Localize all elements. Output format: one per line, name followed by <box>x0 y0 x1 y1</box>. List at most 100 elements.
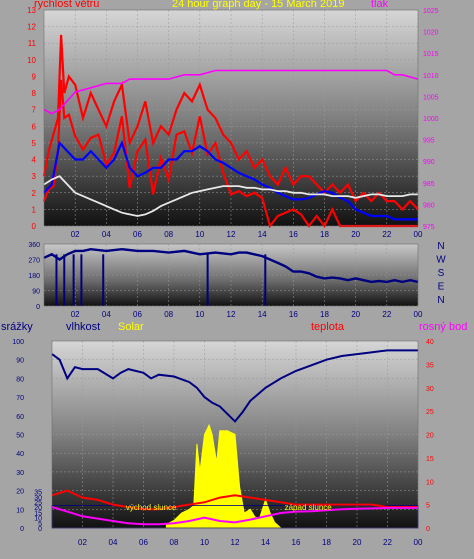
rain-y-tick-label: 10 <box>34 516 42 523</box>
direction-y-tick-label: 270 <box>28 258 40 265</box>
humidity-y-tick-label: 20 <box>16 489 24 496</box>
temperature-y-tick-label: 25 <box>426 409 434 416</box>
x-tick-label: 04 <box>109 538 118 547</box>
pressure-y-tick-label: 1005 <box>423 94 439 101</box>
wind-y-tick-label: 2 <box>32 189 37 198</box>
x-tick-label: 22 <box>382 310 391 319</box>
x-tick-label: 04 <box>102 230 111 239</box>
temperature-y-tick-label: 5 <box>426 503 430 510</box>
compass-letter-n: N <box>437 295 444 306</box>
wind-panel-frame <box>43 9 419 227</box>
humidity-y-tick-label: 70 <box>16 395 24 402</box>
humidity-line <box>51 349 418 423</box>
wind-y-tick-label: 1 <box>32 205 37 214</box>
pressure-y-tick-label: 1015 <box>423 51 439 58</box>
temperature-y-tick-label: 40 <box>426 339 434 346</box>
rain-label: srážky <box>1 321 33 333</box>
wind-y-tick-label: 7 <box>32 106 37 115</box>
x-tick-label: 02 <box>71 230 80 239</box>
wind-y-tick-label: 9 <box>32 72 37 81</box>
x-tick-label: 06 <box>133 230 142 239</box>
direction-panel-frame <box>43 243 419 307</box>
humidity-y-tick-label: 40 <box>16 451 24 458</box>
x-tick-label: 18 <box>322 538 331 547</box>
x-tick-label: 10 <box>200 538 209 547</box>
pressure-y-tick-label: 1000 <box>423 116 439 123</box>
wind-y-tick-label: 11 <box>28 39 37 48</box>
compass-letter-n: N <box>437 241 444 252</box>
rain-y-tick-label: 35 <box>34 490 42 497</box>
wind-y-tick-label: 5 <box>32 139 37 148</box>
wind-y-tick-label: 6 <box>32 122 37 131</box>
dew-point-label: rosný bod <box>419 321 468 333</box>
x-tick-label: 10 <box>195 310 204 319</box>
wind-y-tick-label: 3 <box>32 172 37 181</box>
humidity-y-tick-label: 0 <box>20 526 24 533</box>
humidity-y-tick-label: 90 <box>16 358 24 365</box>
pressure-y-tick-label: 985 <box>423 181 435 188</box>
wind-speed-label: rychlost větru <box>34 0 100 10</box>
x-tick-label: 20 <box>351 310 360 319</box>
humidity-y-tick-label: 100 <box>12 339 24 346</box>
sunset-annotation: západ slunce <box>285 503 333 512</box>
x-tick-label: 18 <box>320 310 329 319</box>
pressure-y-tick-label: 980 <box>423 202 435 209</box>
x-tick-label: 20 <box>351 230 360 239</box>
wind-y-tick-label: 13 <box>27 6 36 15</box>
compass-letter-e: E <box>438 282 445 293</box>
temperature-y-tick-label: 35 <box>426 362 434 369</box>
x-tick-label: 20 <box>353 538 362 547</box>
sunrise-annotation: východ slunce <box>126 503 177 512</box>
dew-point-line <box>51 506 418 526</box>
x-tick-label: 02 <box>71 310 80 319</box>
temperature-y-tick-label: 15 <box>426 456 434 463</box>
rain-y-tick-label: 5 <box>38 521 42 528</box>
x-tick-label: 14 <box>258 310 267 319</box>
x-tick-label: 14 <box>261 538 270 547</box>
x-tick-label: 06 <box>133 310 142 319</box>
x-tick-label: 14 <box>258 230 267 239</box>
humidity-y-tick-label: 80 <box>16 376 24 383</box>
x-tick-label: 08 <box>164 310 173 319</box>
humidity-y-tick-label: 10 <box>16 507 24 514</box>
wind-average-line <box>43 139 418 221</box>
humidity-y-tick-label: 50 <box>16 433 24 440</box>
rain-y-tick-label: 20 <box>34 505 42 512</box>
x-tick-label: 16 <box>292 538 301 547</box>
x-tick-label: 08 <box>170 538 179 547</box>
rain-y-tick-label: 15 <box>34 510 42 517</box>
x-tick-label: 16 <box>289 310 298 319</box>
temperature-line <box>51 489 418 511</box>
x-tick-label: 04 <box>102 310 111 319</box>
temperature-y-tick-label: 30 <box>426 386 434 393</box>
wind-y-tick-label: 12 <box>27 23 36 32</box>
x-tick-label: 22 <box>383 538 392 547</box>
wind-gust-line <box>42 34 419 212</box>
temperature-y-tick-label: 10 <box>426 479 434 486</box>
pressure-y-tick-label: 990 <box>423 159 435 166</box>
pressure-label: tlak <box>371 0 389 10</box>
humidity-y-tick-label: 60 <box>16 414 24 421</box>
temperature-label: teplota <box>311 321 345 333</box>
temperature-y-tick-label: 20 <box>426 433 434 440</box>
wind-y-tick-label: 0 <box>32 222 37 231</box>
x-tick-label: 00 <box>414 310 423 319</box>
wind-y-tick-label: 4 <box>32 156 37 165</box>
chart-title: 24 hour graph day - 15 March 2019 <box>172 0 345 10</box>
humidity-y-tick-label: 30 <box>16 470 24 477</box>
x-tick-label: 18 <box>320 230 329 239</box>
x-tick-label: 12 <box>231 538 240 547</box>
humidity-label: vlhkost <box>66 321 101 333</box>
pressure-y-tick-label: 975 <box>423 224 435 231</box>
pressure-y-tick-label: 995 <box>423 138 435 145</box>
compass-letter-s: S <box>438 268 445 279</box>
solar-label: Solar <box>118 321 144 333</box>
direction-y-tick-label: 90 <box>32 289 40 296</box>
rain-y-tick-label: 0 <box>38 526 42 533</box>
wind-y-tick-label: 8 <box>32 89 37 98</box>
x-tick-label: 10 <box>195 230 204 239</box>
rain-y-tick-label: 25 <box>34 500 42 507</box>
pressure-y-tick-label: 1010 <box>423 73 439 80</box>
